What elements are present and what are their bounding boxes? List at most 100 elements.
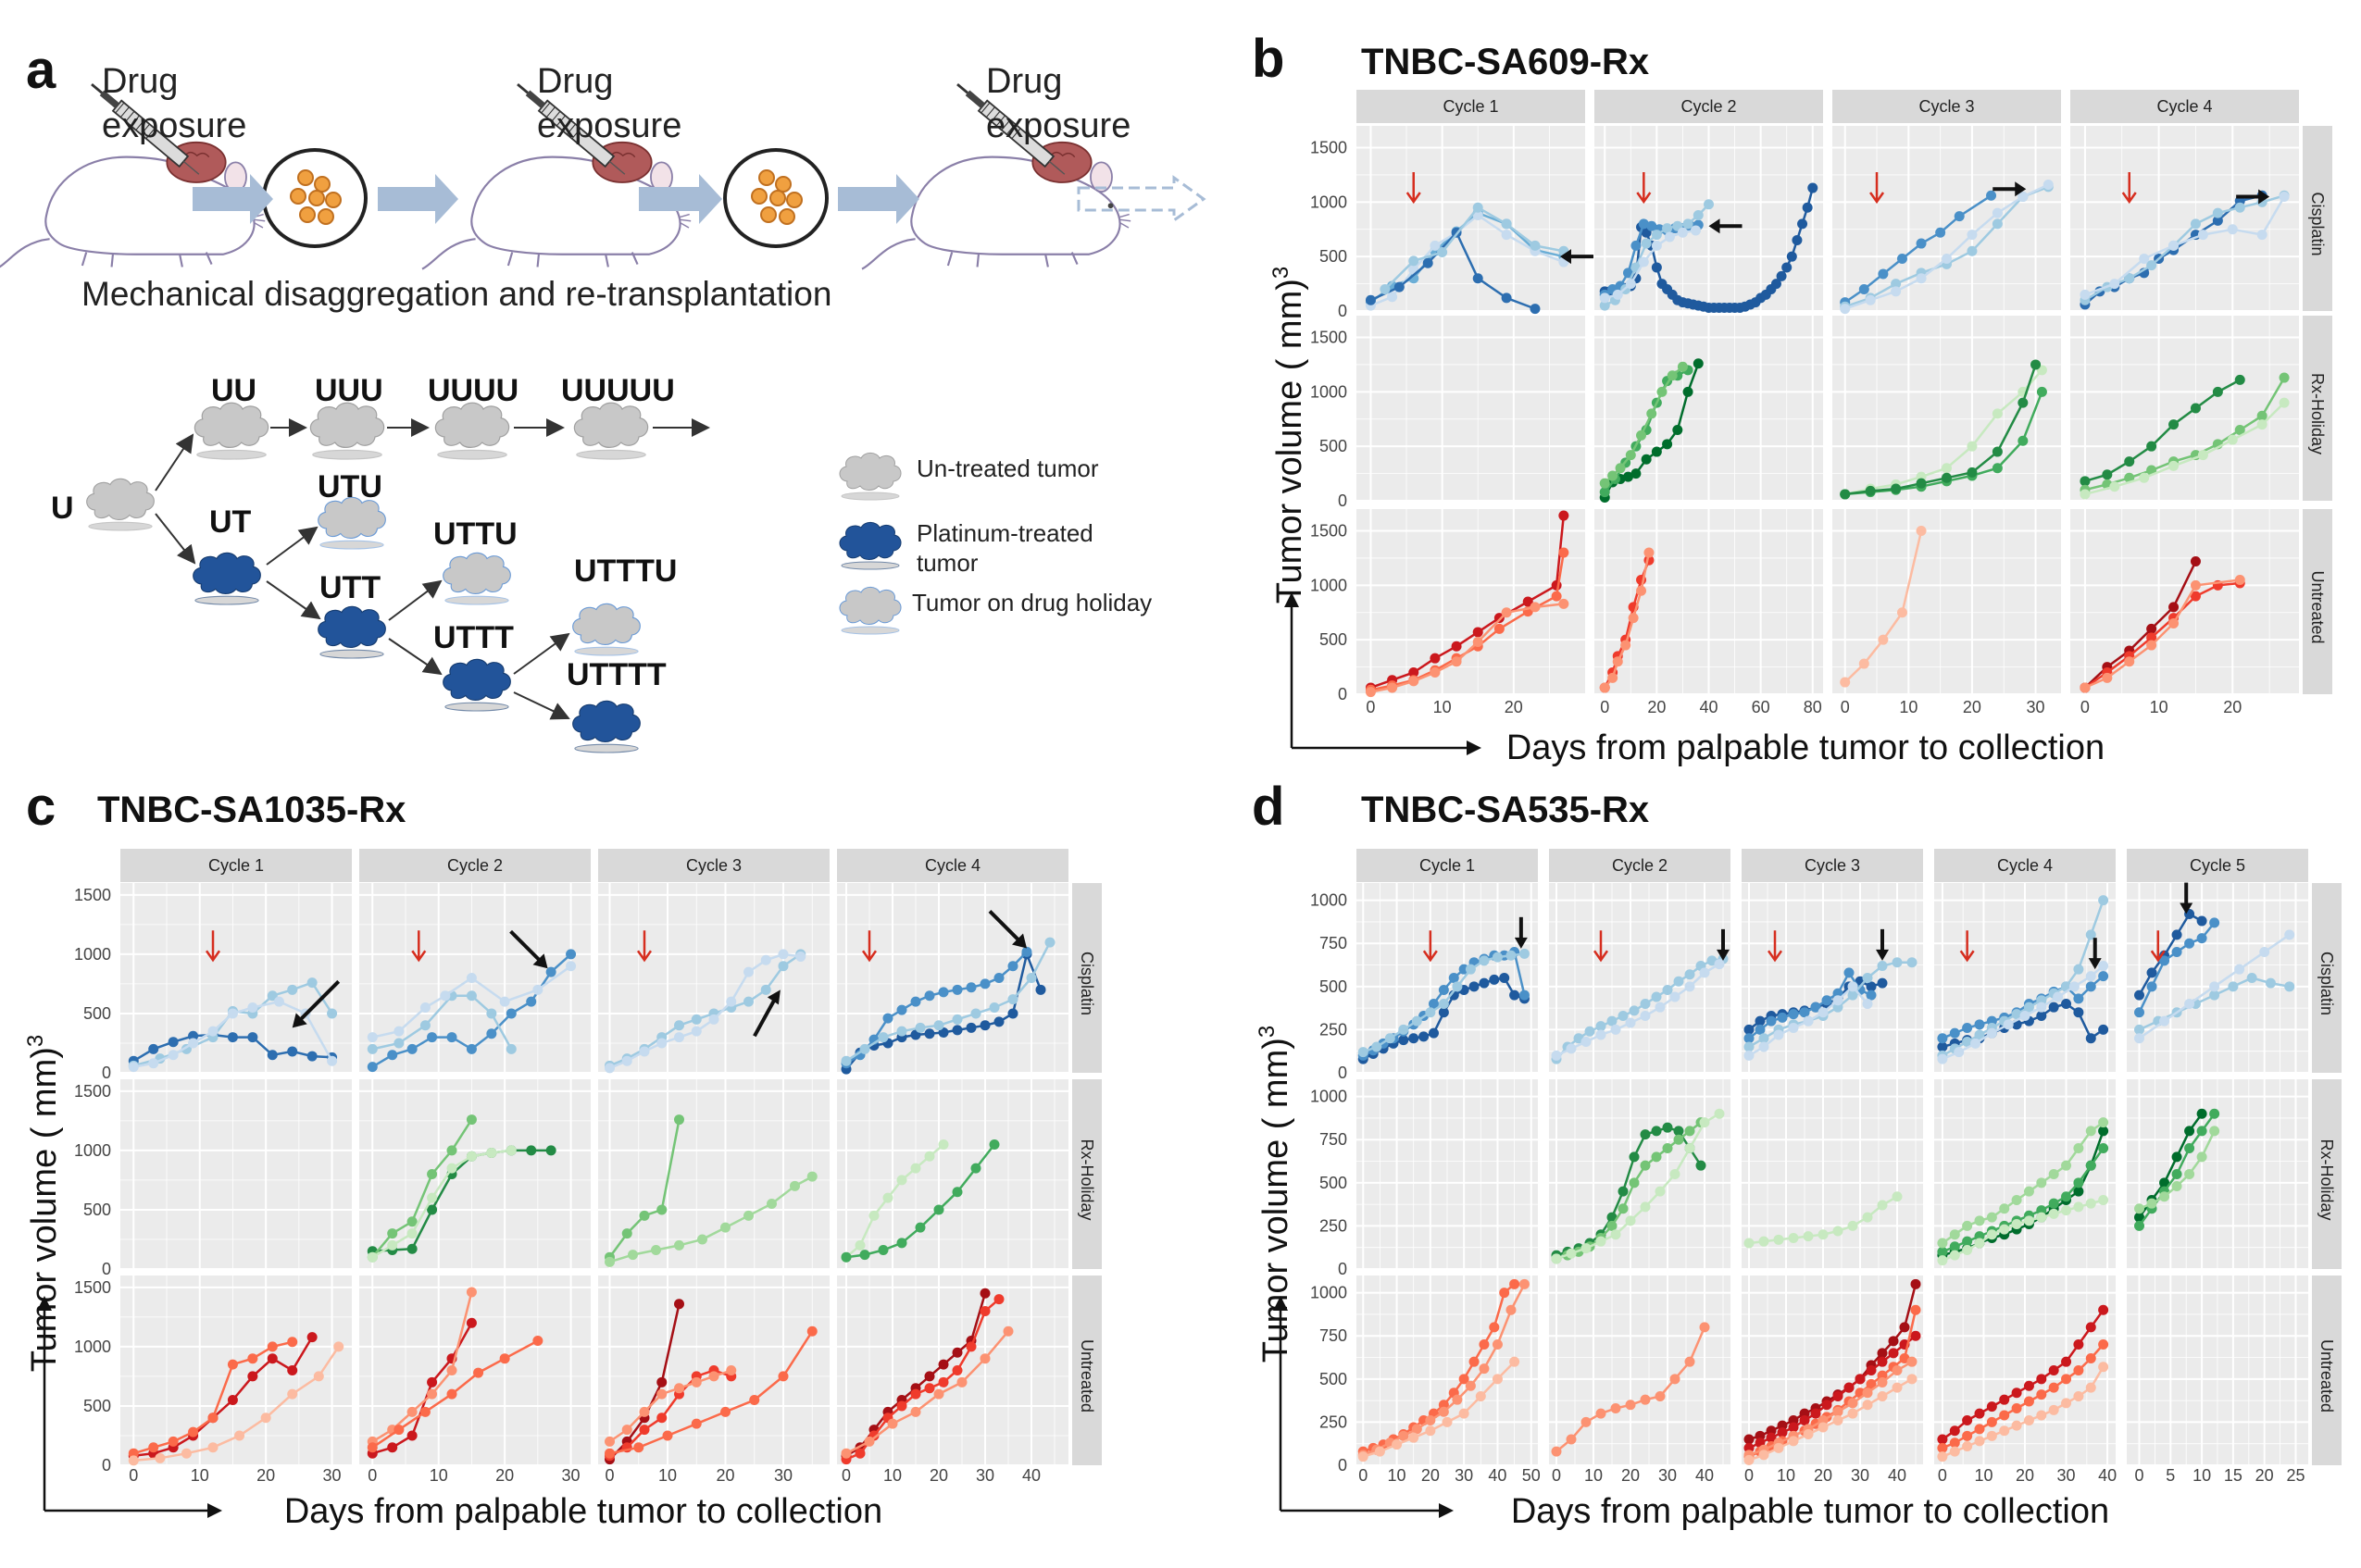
data-point xyxy=(188,1430,199,1441)
data-point xyxy=(1865,483,1876,494)
series-line xyxy=(1369,213,1565,307)
data-point xyxy=(1357,1450,1368,1461)
data-point xyxy=(933,1204,944,1215)
data-point xyxy=(2227,434,2238,445)
x-tick-label: 0 xyxy=(1552,1466,1561,1485)
data-point xyxy=(1673,1134,1684,1145)
dashed-arrow-icon xyxy=(1077,175,1206,223)
data-point xyxy=(674,1032,684,1043)
data-point xyxy=(1699,967,1710,978)
data-point xyxy=(1999,1425,2010,1437)
data-point xyxy=(2036,386,2047,397)
data-point xyxy=(2080,682,2091,693)
data-point xyxy=(2190,403,2201,414)
chart-title: TNBC-SA1035-Rx xyxy=(97,790,406,830)
data-point xyxy=(1501,607,1512,618)
data-point xyxy=(2023,1015,2034,1027)
data-point xyxy=(1651,397,1662,408)
data-point xyxy=(2080,476,2091,487)
data-point xyxy=(2196,915,2207,927)
series-line xyxy=(845,951,1028,1064)
data-point xyxy=(394,1425,405,1436)
data-point xyxy=(427,1376,438,1388)
y-tick-label: 250 xyxy=(1319,1412,1347,1431)
data-point xyxy=(1892,957,1903,968)
data-point xyxy=(952,1187,963,1198)
data-point xyxy=(532,1335,543,1346)
data-point xyxy=(2102,479,2113,490)
x-tick-label: 20 xyxy=(716,1466,734,1485)
data-point xyxy=(1625,1215,1636,1226)
data-point xyxy=(1641,238,1652,249)
data-point xyxy=(1612,289,1623,300)
x-tick-label: 25 xyxy=(2286,1466,2305,1485)
data-point xyxy=(2073,1201,2084,1213)
data-point xyxy=(980,1353,991,1364)
data-point xyxy=(1551,1050,1562,1061)
data-point xyxy=(887,1418,898,1429)
data-point xyxy=(1986,1027,1997,1039)
series-line xyxy=(1843,530,1923,683)
data-point xyxy=(2085,1382,2096,1393)
data-point xyxy=(1408,675,1419,686)
data-point xyxy=(1607,666,1618,678)
series-line xyxy=(2084,560,2197,689)
data-point xyxy=(1855,985,1866,996)
black-arrow-icon xyxy=(1876,949,1889,961)
data-point xyxy=(1599,682,1610,693)
data-point xyxy=(1428,1027,1439,1039)
y-tick-label: 0 xyxy=(102,1456,111,1475)
tree-label-U: U xyxy=(51,491,74,526)
data-point xyxy=(674,1114,684,1126)
series-line xyxy=(371,1339,539,1449)
series-line xyxy=(1942,1121,2105,1245)
data-point xyxy=(2048,1382,2059,1393)
data-point xyxy=(993,973,1005,983)
series-line xyxy=(1748,1195,1898,1245)
series-line xyxy=(1555,1126,1703,1257)
data-point xyxy=(651,1245,661,1255)
data-point xyxy=(1755,1430,1766,1441)
series-line xyxy=(845,1143,995,1259)
cloud-U xyxy=(86,478,155,531)
data-point xyxy=(2073,1007,2084,1018)
data-point xyxy=(841,1058,852,1069)
data-point xyxy=(910,1383,921,1394)
data-point xyxy=(938,1139,949,1150)
data-point xyxy=(2036,1011,2047,1021)
series-line xyxy=(1604,366,1684,485)
series-line xyxy=(132,981,333,1067)
data-point xyxy=(2011,1420,2022,1431)
data-point xyxy=(1999,1220,2010,1231)
data-point xyxy=(1651,446,1662,457)
data-point xyxy=(993,1016,1005,1027)
data-point xyxy=(2168,419,2180,430)
series-line xyxy=(1748,1310,1918,1458)
data-point xyxy=(2168,460,2180,471)
data-point xyxy=(2042,180,2054,191)
data-point xyxy=(2048,1203,2059,1214)
facet-strip xyxy=(2070,90,2299,123)
series-line xyxy=(609,1176,813,1263)
data-point xyxy=(2284,929,2295,940)
data-point xyxy=(2146,981,2157,992)
data-point xyxy=(188,1030,199,1041)
data-point xyxy=(691,1014,702,1025)
facet-panel xyxy=(598,1276,830,1465)
data-point xyxy=(778,949,789,960)
data-point xyxy=(674,1239,684,1251)
data-point xyxy=(300,1008,311,1019)
cloud-UT xyxy=(193,552,261,605)
data-point xyxy=(2212,386,2223,397)
data-point xyxy=(306,977,318,989)
data-point xyxy=(2184,909,2195,920)
data-point xyxy=(427,1032,438,1043)
data-point xyxy=(2212,215,2223,226)
x-tick-label: 10 xyxy=(2192,1466,2211,1485)
data-point xyxy=(2234,195,2245,206)
x-tick-label: 30 xyxy=(976,1466,994,1485)
schematic-legend: Un-treated tumor Platinum-treated tumor T… xyxy=(839,452,1152,635)
data-point xyxy=(1766,1432,1777,1443)
data-point xyxy=(1662,985,1673,996)
data-point xyxy=(1986,1416,1997,1427)
